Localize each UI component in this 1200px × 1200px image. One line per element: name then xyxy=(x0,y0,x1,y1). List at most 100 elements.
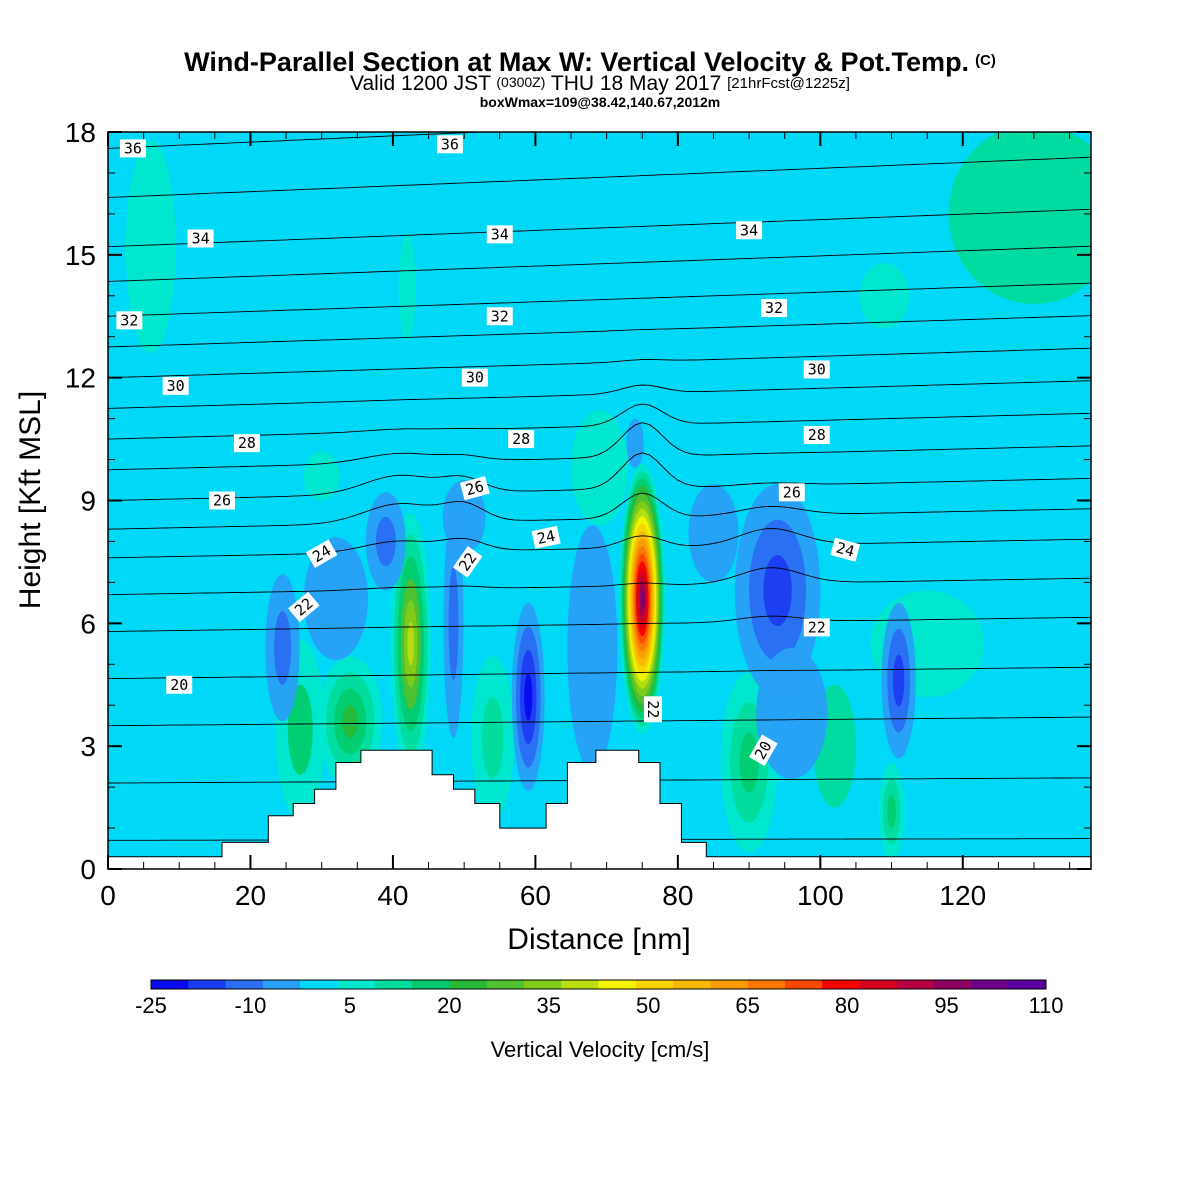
w-cell xyxy=(948,132,1091,304)
theta-contour xyxy=(108,156,1091,198)
colorbar-swatch xyxy=(449,980,488,989)
contour-label: 26 xyxy=(208,491,235,510)
x-axis-label: Distance [nm] xyxy=(507,923,690,956)
contour-label: 22 xyxy=(803,618,830,637)
colorbar-tick-label: 50 xyxy=(636,993,660,1018)
y-tick-label: 0 xyxy=(80,854,96,885)
contour-label-box xyxy=(288,591,320,623)
contour-label-text: 20 xyxy=(170,676,188,694)
colorbar-tick-label: 35 xyxy=(537,993,561,1018)
contour-label-text: 26 xyxy=(213,492,231,510)
colorbar-swatch xyxy=(486,980,525,989)
contour-label: 32 xyxy=(116,311,143,330)
w-band xyxy=(571,410,628,526)
contour-label-text: 34 xyxy=(491,225,509,243)
w-band xyxy=(375,516,396,567)
contour-label: 30 xyxy=(162,376,189,395)
contour-label-box xyxy=(162,376,189,395)
contour-label: 32 xyxy=(486,307,513,326)
colorbar-swatch xyxy=(747,980,786,989)
contour-label-box xyxy=(116,311,143,330)
x-axis: 0 20 40 60 80 100 120 xyxy=(100,132,1071,911)
y-tick-label: 9 xyxy=(80,486,96,517)
w-band xyxy=(125,140,176,354)
colorbar: -25 -10 5 20 35 50 65 80 95 110 xyxy=(135,979,1064,1018)
theta-contour xyxy=(108,403,1091,440)
contour-label-text: 30 xyxy=(808,360,826,378)
colorbar-tick-label: 80 xyxy=(835,993,859,1018)
theta-contour xyxy=(108,492,1091,530)
colorbar-swatch xyxy=(262,980,301,989)
contour-label-box xyxy=(486,307,513,326)
contour-label-text: 24 xyxy=(834,539,856,561)
theta-contour xyxy=(108,380,1091,409)
x-tick-label: 0 xyxy=(100,880,116,911)
theta-contour xyxy=(108,282,1091,317)
colorbar-tick-label: -25 xyxy=(135,993,167,1018)
w-cell xyxy=(303,537,368,661)
colorbar-label: Vertical Velocity [cm/s] xyxy=(491,1037,710,1062)
w-cell xyxy=(734,484,821,698)
contour-label-box xyxy=(187,229,214,248)
contour-label: 22 xyxy=(643,696,662,723)
w-band xyxy=(342,705,359,738)
theta-contour xyxy=(108,666,1091,680)
contour-label: 34 xyxy=(486,225,513,244)
w-band xyxy=(892,654,905,707)
w-cell xyxy=(881,602,916,759)
contour-label-text: 26 xyxy=(783,483,801,501)
w-cell xyxy=(859,263,910,329)
colorbar-tick-label: 65 xyxy=(735,993,759,1018)
contour-label-box xyxy=(761,299,788,318)
w-band xyxy=(398,234,416,341)
w-band xyxy=(303,537,368,661)
contour-label: 30 xyxy=(803,360,830,379)
contour-label: 30 xyxy=(461,368,488,387)
w-band xyxy=(626,418,644,468)
colorbar-tick-label: 110 xyxy=(1028,993,1063,1018)
theta-contour xyxy=(108,208,1091,248)
contour-label-box xyxy=(459,476,490,501)
w-band xyxy=(524,673,533,721)
w-cell xyxy=(390,512,431,775)
contour-label-box xyxy=(486,225,513,244)
colorbar-swatch xyxy=(822,980,861,989)
theta-contour xyxy=(108,245,1091,282)
contour-label-box xyxy=(166,675,193,694)
w-cell xyxy=(442,480,486,554)
colorbar-swatch xyxy=(673,980,711,989)
w-band xyxy=(763,555,792,627)
contour-label-text: 28 xyxy=(238,434,256,452)
contour-label-box xyxy=(436,135,463,154)
contour-label-box xyxy=(830,537,861,562)
w-cell xyxy=(265,574,300,722)
w-cell xyxy=(619,463,666,734)
theta-contour xyxy=(108,347,1091,379)
theta-contour xyxy=(108,528,1091,559)
contour-label: 28 xyxy=(233,434,260,453)
contour-label: 28 xyxy=(508,430,535,449)
w-cell xyxy=(567,525,618,771)
copyright-mark: (C) xyxy=(975,52,996,69)
w-band xyxy=(567,525,618,771)
colorbar-swatch xyxy=(784,980,823,989)
contour-label-box xyxy=(736,221,763,240)
x-tick-label: 100 xyxy=(797,880,844,911)
x-tick-label: 60 xyxy=(520,880,551,911)
chart-subtitle: Valid 1200 JST (0300Z) THU 18 May 2017 [… xyxy=(350,69,850,95)
colorbar-swatch xyxy=(523,980,562,989)
colorbar-swatch xyxy=(561,980,599,989)
colorbar-swatch xyxy=(710,980,749,989)
w-cell xyxy=(511,602,545,792)
contour-label-text: 34 xyxy=(192,229,210,247)
contour-label-text: 34 xyxy=(740,221,758,239)
contour-label-box xyxy=(803,425,830,444)
w-band xyxy=(287,684,313,775)
colorbar-swatch xyxy=(934,980,972,989)
y-tick-label: 3 xyxy=(80,731,96,762)
colorbar-swatch xyxy=(151,980,189,989)
chart-title: Wind-Parallel Section at Max W: Vertical… xyxy=(184,47,996,77)
contour-label-box xyxy=(461,368,488,387)
